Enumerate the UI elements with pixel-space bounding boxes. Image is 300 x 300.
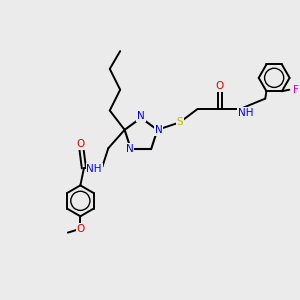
Text: NH: NH [86, 164, 102, 174]
Text: O: O [216, 81, 224, 91]
Text: N: N [125, 144, 133, 154]
Text: F: F [293, 85, 299, 95]
Text: S: S [176, 117, 183, 128]
Text: O: O [76, 140, 84, 149]
Text: NH: NH [238, 108, 254, 118]
Text: N: N [137, 111, 145, 122]
Text: N: N [155, 125, 163, 135]
Text: O: O [76, 224, 85, 234]
